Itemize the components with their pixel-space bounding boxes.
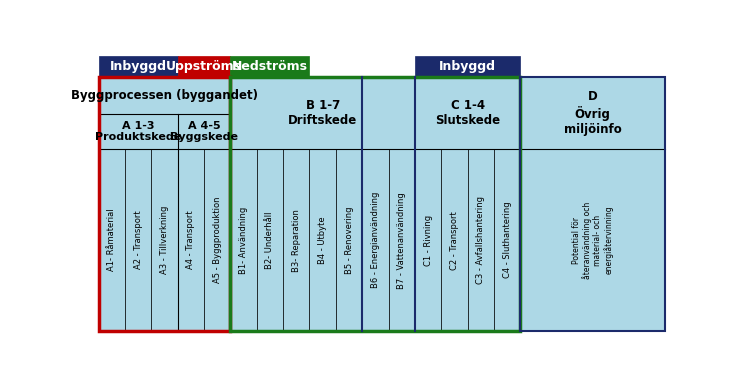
Text: C2 - Transport: C2 - Transport [450, 211, 459, 269]
Bar [415, 77, 520, 331]
Text: A4 - Transport: A4 - Transport [186, 211, 195, 269]
Bar [415, 56, 520, 77]
Bar [231, 77, 415, 331]
Text: A3 - Tillverkning: A3 - Tillverkning [160, 206, 169, 274]
Bar [98, 77, 231, 331]
Text: Inbyggd: Inbyggd [110, 61, 166, 74]
Text: B3- Reparation: B3- Reparation [292, 209, 301, 272]
Bar [520, 77, 665, 331]
Text: C3 - Avfallshantering: C3 - Avfallshantering [476, 196, 485, 284]
Text: B4 - Utbyte: B4 - Utbyte [318, 216, 327, 264]
Text: B1- Användning: B1- Användning [239, 207, 248, 274]
Bar [231, 56, 310, 77]
Bar [520, 77, 665, 331]
Text: B 1-7
Driftskede: B 1-7 Driftskede [288, 99, 357, 127]
Text: A 1-3
Produktskede: A 1-3 Produktskede [95, 121, 181, 142]
Bar [178, 56, 231, 77]
Text: A1- Råmaterial: A1- Råmaterial [107, 209, 116, 271]
Text: Nedströms: Nedströms [232, 61, 308, 74]
Text: B2- Underhåll: B2- Underhåll [266, 211, 275, 269]
Bar [98, 56, 178, 77]
Text: B6 - Energianvändning: B6 - Energianvändning [371, 192, 380, 288]
Text: C4 - Sluthantering: C4 - Sluthantering [503, 202, 512, 279]
Text: Uppströms: Uppströms [166, 61, 242, 74]
Bar [231, 77, 520, 331]
Text: B5 - Renovering: B5 - Renovering [345, 207, 354, 274]
Text: C 1-4
Slutskede: C 1-4 Slutskede [435, 99, 500, 127]
Text: D
Övrig
miljöinfo: D Övrig miljöinfo [564, 90, 621, 136]
Text: Inbyggd: Inbyggd [439, 61, 496, 74]
Text: Byggprocessen (byggandet): Byggprocessen (byggandet) [71, 89, 258, 102]
Text: A5 - Byggproduktion: A5 - Byggproduktion [213, 197, 222, 283]
Text: A 4-5
Byggskede: A 4-5 Byggskede [170, 121, 238, 142]
Text: A2 - Transport: A2 - Transport [134, 211, 142, 269]
Text: Potential för
återanvändning och
material- och
energiåtervinning: Potential för återanvändning och materia… [571, 202, 614, 279]
Bar [98, 77, 231, 331]
Text: C1 - Rivning: C1 - Rivning [424, 215, 433, 266]
Text: B7 - Vattenanvändning: B7 - Vattenanvändning [397, 192, 407, 288]
